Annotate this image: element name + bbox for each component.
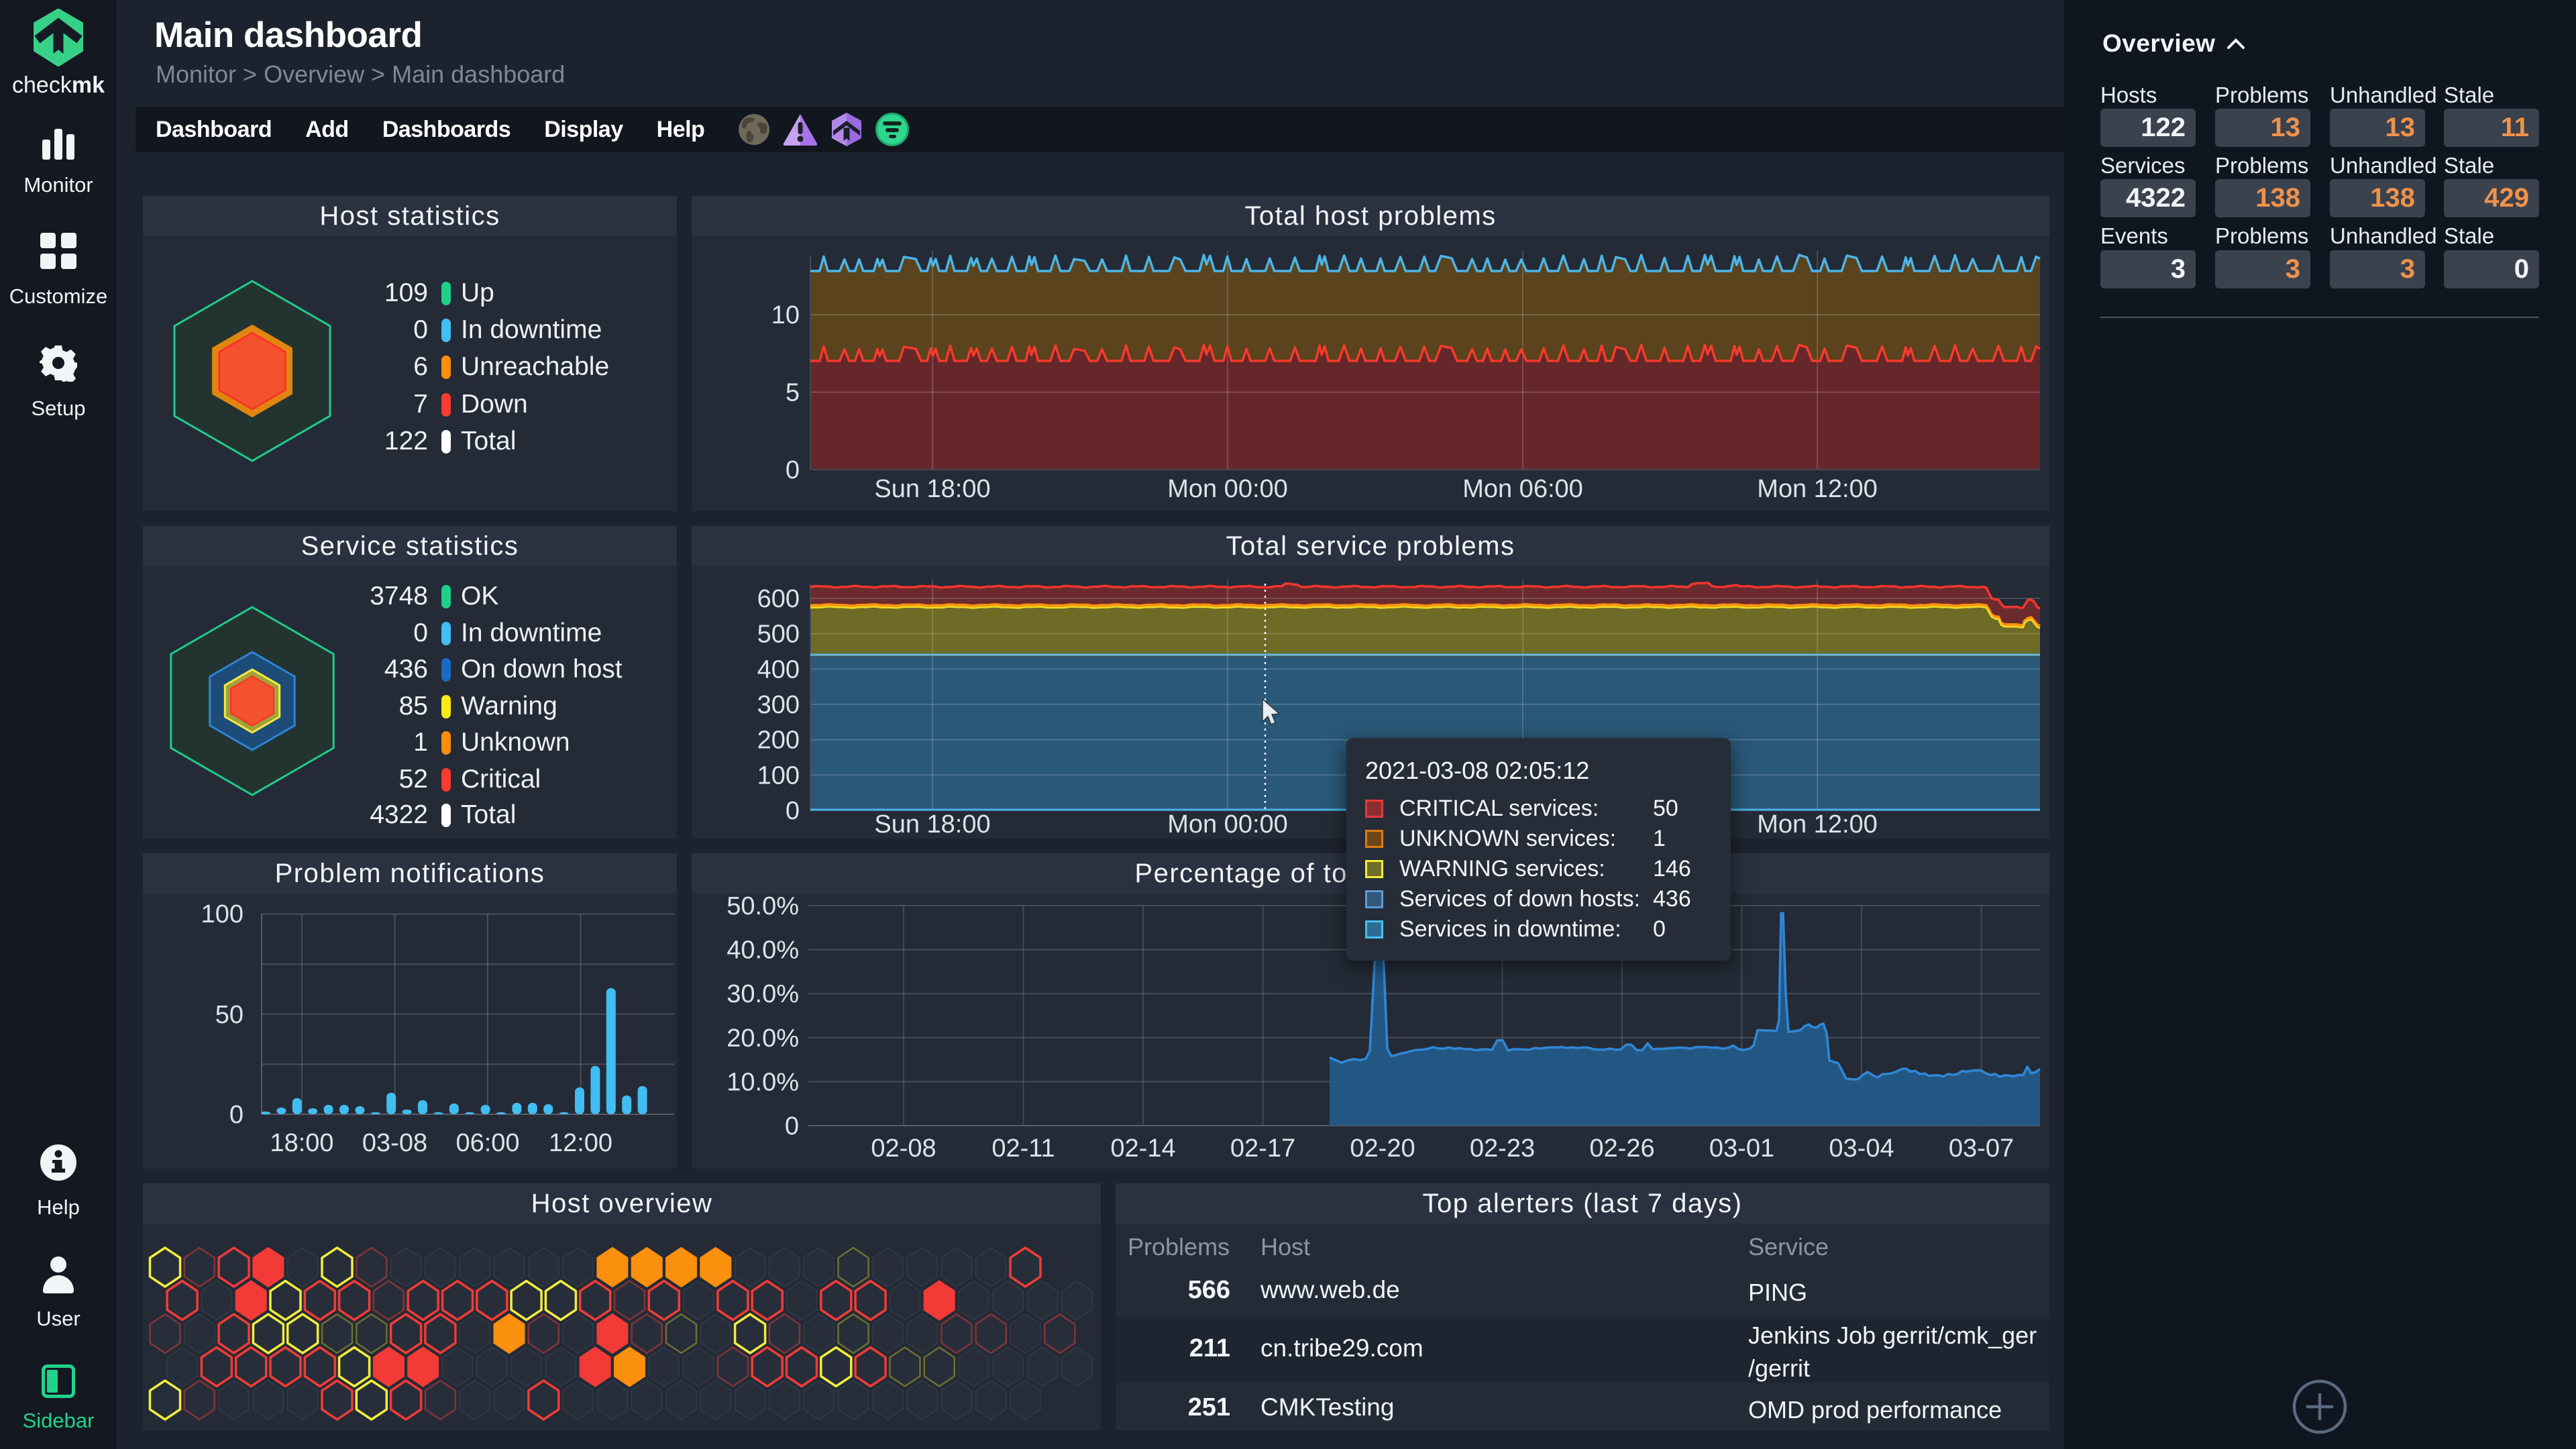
svg-text:200: 200 xyxy=(757,727,800,755)
svg-text:0: 0 xyxy=(786,456,800,484)
svg-text:500: 500 xyxy=(757,621,800,649)
svg-text:50.0%: 50.0% xyxy=(727,894,799,920)
svg-text:40.0%: 40.0% xyxy=(727,936,799,965)
svg-text:Mon 00:00: Mon 00:00 xyxy=(1167,810,1288,839)
svg-text:03-07: 03-07 xyxy=(1949,1134,2014,1163)
svg-text:12:00: 12:00 xyxy=(549,1129,612,1157)
svg-text:0: 0 xyxy=(785,1112,799,1140)
svg-text:02-17: 02-17 xyxy=(1230,1134,1295,1163)
svg-text:Mon 06:00: Mon 06:00 xyxy=(1462,475,1583,503)
svg-text:03-01: 03-01 xyxy=(1709,1134,1774,1163)
svg-text:5: 5 xyxy=(786,379,800,407)
svg-text:02-23: 02-23 xyxy=(1470,1134,1535,1163)
svg-text:02-26: 02-26 xyxy=(1589,1134,1654,1163)
svg-text:Sun 18:00: Sun 18:00 xyxy=(874,475,990,503)
svg-text:Mon 12:00: Mon 12:00 xyxy=(1757,475,1878,503)
svg-text:02-08: 02-08 xyxy=(871,1134,936,1163)
svg-text:100: 100 xyxy=(757,761,800,790)
svg-text:10.0%: 10.0% xyxy=(727,1068,799,1096)
svg-text:Mon 12:00: Mon 12:00 xyxy=(1757,810,1878,839)
svg-text:50: 50 xyxy=(215,1001,244,1029)
svg-text:0: 0 xyxy=(786,797,800,825)
svg-text:18:00: 18:00 xyxy=(270,1129,333,1157)
svg-text:600: 600 xyxy=(757,585,800,613)
svg-text:02-20: 02-20 xyxy=(1350,1134,1415,1163)
svg-text:06:00: 06:00 xyxy=(455,1129,519,1157)
svg-text:Sun 18:00: Sun 18:00 xyxy=(874,810,990,839)
svg-text:400: 400 xyxy=(757,655,800,684)
svg-text:10: 10 xyxy=(771,301,800,329)
svg-text:03-08: 03-08 xyxy=(362,1129,427,1157)
svg-text:100: 100 xyxy=(201,900,244,928)
svg-text:20.0%: 20.0% xyxy=(727,1024,799,1053)
svg-text:Mon 00:00: Mon 00:00 xyxy=(1167,475,1288,503)
svg-text:0: 0 xyxy=(229,1101,244,1129)
svg-text:30.0%: 30.0% xyxy=(727,980,799,1008)
svg-text:02-14: 02-14 xyxy=(1110,1134,1175,1163)
svg-text:03-04: 03-04 xyxy=(1829,1134,1894,1163)
svg-text:02-11: 02-11 xyxy=(991,1134,1055,1163)
svg-text:300: 300 xyxy=(757,691,800,719)
